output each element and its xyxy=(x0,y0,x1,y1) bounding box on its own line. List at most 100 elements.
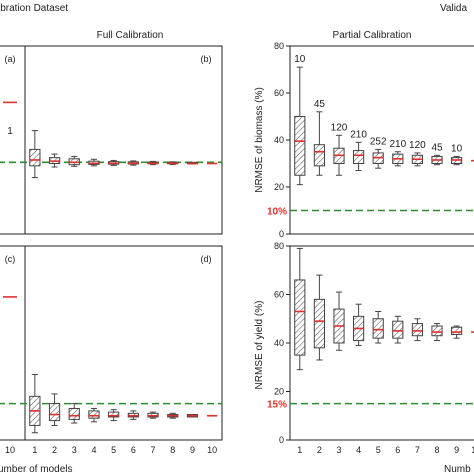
box-2 xyxy=(48,393,61,426)
box-3 xyxy=(68,155,80,167)
xlabel-right: Numb xyxy=(444,464,471,474)
box-6 xyxy=(127,410,139,420)
x-tick-label: 3 xyxy=(72,445,77,455)
plot-frame xyxy=(24,45,223,235)
box-4 xyxy=(88,158,100,167)
panel-d: (d) 1 2 3 4 5 6 7 8 9 10 xyxy=(0,245,223,455)
iqr-box xyxy=(372,318,384,339)
y-tick-label: 60 xyxy=(274,88,284,98)
panel-partial-yield: 0 20 40 60 80 1 2 3 4 5 6 7 8 9 10 15% xyxy=(267,241,474,455)
count-label: 120 xyxy=(409,140,426,151)
box-8 xyxy=(167,412,179,419)
x-tick-label: 4 xyxy=(356,445,361,455)
box-8: 45 xyxy=(431,142,443,166)
count-label: 1 xyxy=(7,126,13,137)
box-9: 10 xyxy=(451,143,463,166)
x-tick-label: 10 xyxy=(471,445,474,455)
iqr-box xyxy=(88,410,100,419)
iqr-box xyxy=(29,148,41,167)
count-label: 210 xyxy=(389,139,406,150)
x-tick-label: 10 xyxy=(5,445,15,455)
iqr-box xyxy=(68,407,80,420)
box-7 xyxy=(147,160,159,166)
x-tick-label: 10 xyxy=(207,445,217,455)
box-9 xyxy=(186,161,199,165)
header-left-title: ibration Dataset xyxy=(0,3,68,14)
count-label: 10 xyxy=(294,54,306,65)
reference-label: 15% xyxy=(267,400,287,411)
box-6 xyxy=(127,160,139,166)
y-tick-label: 0 xyxy=(279,435,284,445)
ylabel-biomass: NRMSE of biomass (%) xyxy=(254,87,265,193)
count-label: 252 xyxy=(370,136,387,147)
x-tick-label: 5 xyxy=(111,445,116,455)
box-8 xyxy=(167,161,179,165)
box-3 xyxy=(333,291,345,351)
iqr-box xyxy=(313,298,325,349)
x-tick-label: 1 xyxy=(32,445,37,455)
iqr-box xyxy=(451,326,463,336)
panel-letter: (d) xyxy=(201,254,212,264)
box-6 xyxy=(392,315,404,344)
x-tick-label: 6 xyxy=(395,445,400,455)
xlabel-left: umber of models xyxy=(0,464,72,474)
iqr-box xyxy=(313,144,325,167)
iqr-box xyxy=(392,320,404,339)
x-tick-label: 8 xyxy=(434,445,439,455)
box-2 xyxy=(313,274,325,361)
box-9 xyxy=(186,414,199,418)
count-label: 210 xyxy=(350,129,367,140)
panel-b: (b) xyxy=(0,45,223,235)
x-tick-label: 5 xyxy=(376,445,381,455)
panel-partial-biomass-title: Partial Calibration xyxy=(333,30,412,41)
y-tick-label: 0 xyxy=(279,229,284,239)
y-tick-label: 60 xyxy=(274,290,284,300)
box-5 xyxy=(108,159,120,166)
panel-a: (a) 1 xyxy=(0,45,26,235)
box-4: 210 xyxy=(350,129,367,172)
box-5 xyxy=(372,310,384,344)
box-2: 45 xyxy=(313,99,326,176)
box-5: 252 xyxy=(370,136,387,169)
box-7 xyxy=(147,411,159,419)
box-6: 210 xyxy=(389,139,407,167)
x-tick-label: 1 xyxy=(297,445,302,455)
x-tick-label: 2 xyxy=(317,445,322,455)
box-4 xyxy=(88,407,100,423)
y-tick-label: 20 xyxy=(274,182,284,192)
box-9 xyxy=(451,325,463,339)
y-tick-label: 40 xyxy=(274,338,284,348)
panel-b-title: Full Calibration xyxy=(97,30,164,41)
box-2 xyxy=(48,153,61,168)
panel-c: (c) 10 xyxy=(0,245,26,455)
plot-frame xyxy=(0,245,26,441)
iqr-box xyxy=(294,116,306,176)
box-1: 10 xyxy=(294,54,306,186)
count-label: 45 xyxy=(431,142,443,153)
x-tick-label: 3 xyxy=(336,445,341,455)
box-1 xyxy=(29,130,41,179)
iqr-box xyxy=(353,150,365,164)
count-label: 45 xyxy=(314,99,326,110)
y-tick-label: 40 xyxy=(274,135,284,145)
x-tick-label: 9 xyxy=(190,445,195,455)
y-tick-label: 80 xyxy=(274,241,284,251)
box-1 xyxy=(294,247,306,371)
reference-label: 10% xyxy=(267,207,287,218)
panel-letter: (b) xyxy=(201,54,212,64)
count-label: 10 xyxy=(451,143,463,154)
count-label: 120 xyxy=(331,122,348,133)
x-tick-label: 8 xyxy=(170,445,175,455)
plot-frame xyxy=(24,245,223,441)
y-tick-label: 20 xyxy=(274,387,284,397)
iqr-box xyxy=(48,403,61,422)
iqr-box xyxy=(294,279,306,356)
x-tick-label: 9 xyxy=(454,445,459,455)
box-3 xyxy=(68,403,80,424)
iqr-box xyxy=(431,325,443,337)
x-tick-label: 7 xyxy=(151,445,156,455)
box-3: 120 xyxy=(331,122,348,176)
header-right-title: Valida xyxy=(440,3,467,14)
